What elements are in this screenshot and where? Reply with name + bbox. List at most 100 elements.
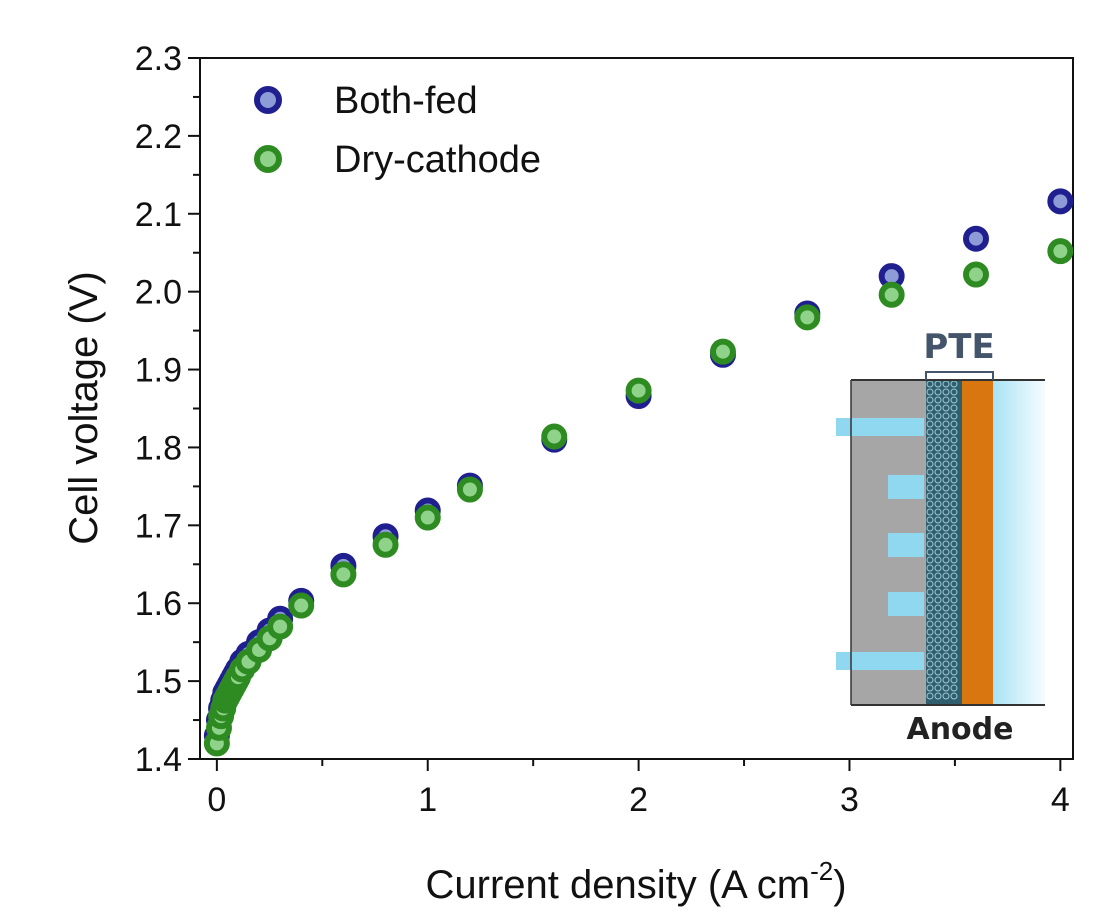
mesh-cell [950,620,958,628]
mesh-cell [934,492,942,500]
mesh-cell [934,540,942,548]
mesh-cell [926,580,934,588]
mesh-cell [934,660,942,668]
mesh-cell [950,532,958,540]
y-tick-label: 1.4 [135,741,182,779]
mesh-cell [942,444,950,452]
mesh-cell [934,436,942,444]
mesh-cell [950,420,958,428]
mesh-cell [934,652,942,660]
point-dry-cathode [330,561,357,588]
mesh-cell [926,484,934,492]
mesh-cell [934,396,942,404]
mesh-cell [950,572,958,580]
mesh-cell [926,412,934,420]
inset-membrane [993,380,1045,705]
point-dry-cathode [267,613,294,640]
y-tick-label: 1.5 [135,663,182,701]
mesh-cell [942,668,950,676]
mesh-cell [942,588,950,596]
mesh-cell [926,620,934,628]
mesh-cell [926,588,934,596]
mesh-cell [926,564,934,572]
point-dry-cathode [541,423,568,450]
mesh-cell [934,460,942,468]
mesh-cell [926,452,934,460]
y-tick-label: 2.0 [135,274,182,312]
mesh-cell [934,412,942,420]
mesh-cell [934,620,942,628]
mesh-cell [950,548,958,556]
inset-mesh-texture [926,380,958,700]
mesh-cell [926,628,934,636]
mesh-cell [942,404,950,412]
mesh-cell [934,596,942,604]
mesh-cell [926,388,934,396]
mesh-cell [950,612,958,620]
x-axis-title-superscript: -2 [810,856,833,886]
mesh-cell [926,636,934,644]
mesh-cell [942,532,950,540]
mesh-cell [934,524,942,532]
point-dry-cathode [288,592,315,619]
mesh-cell [950,644,958,652]
inset-anode-label: Anode [906,712,1013,747]
mesh-cell [934,580,942,588]
mesh-cell [942,388,950,396]
mesh-cell [950,452,958,460]
mesh-cell [942,652,950,660]
mesh-cell [950,580,958,588]
x-tick-label: 1 [418,781,437,819]
inset-pte-label: PTE [923,327,994,367]
mesh-cell [950,404,958,412]
mesh-cell [942,524,950,532]
mesh-cell [934,452,942,460]
mesh-cell [934,516,942,524]
legend: Both-fed Dry-cathode [254,80,541,181]
mesh-cell [942,436,950,444]
mesh-cell [926,652,934,660]
mesh-cell [926,444,934,452]
mesh-cell [926,676,934,684]
mesh-cell [926,540,934,548]
mesh-cell [950,444,958,452]
mesh-cell [926,556,934,564]
inset-flow-channel [888,592,924,616]
mesh-cell [926,604,934,612]
point-dry-cathode [1047,238,1074,265]
mesh-cell [950,428,958,436]
mesh-cell [926,524,934,532]
mesh-cell [934,404,942,412]
mesh-cell [950,652,958,660]
mesh-cell [950,564,958,572]
inset-outlet-port [836,652,924,670]
mesh-cell [934,692,942,700]
mesh-cell [942,604,950,612]
x-tick-label: 4 [1051,781,1070,819]
mesh-cell [934,588,942,596]
mesh-cell [926,476,934,484]
mesh-cell [950,524,958,532]
mesh-cell [926,684,934,692]
mesh-cell [926,404,934,412]
mesh-cell [942,484,950,492]
inset-inlet-port [836,418,924,436]
x-axis-title-main: Current density (A cm [425,863,810,907]
mesh-cell [934,444,942,452]
mesh-cell [950,396,958,404]
x-tick-label: 0 [207,781,226,819]
mesh-cell [942,508,950,516]
mesh-cell [934,500,942,508]
y-tick-label: 2.2 [135,118,182,156]
mesh-cell [934,508,942,516]
mesh-cell [950,668,958,676]
mesh-cell [950,460,958,468]
mesh-cell [934,612,942,620]
mesh-cell [926,532,934,540]
y-tick-label: 1.7 [135,507,182,545]
mesh-cell [950,436,958,444]
mesh-cell [950,516,958,524]
axis-tick-labels: 0 1 2 3 4 1.4 1.5 1.6 1.7 1.8 1.9 2.0 2.1 2.2 2.3 [135,40,1070,819]
point-dry-cathode [625,377,652,404]
